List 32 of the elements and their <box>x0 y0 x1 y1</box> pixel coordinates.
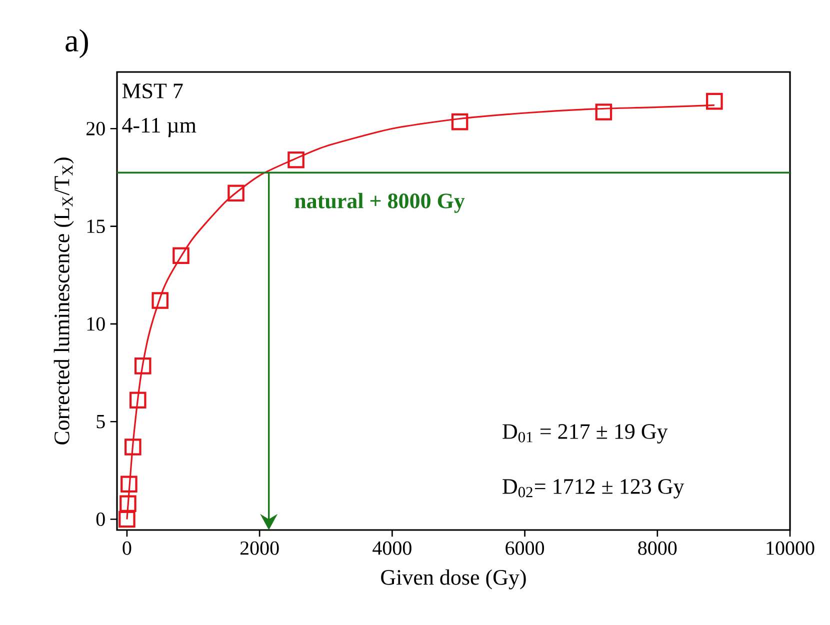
point <box>118 510 136 528</box>
annotation: MST 7 <box>122 84 183 98</box>
x-tick-label: 4000 <box>372 541 412 555</box>
point <box>129 392 146 409</box>
text: a) <box>66 29 88 58</box>
point <box>124 438 142 456</box>
annotation: 4-11 µm <box>122 118 196 138</box>
annotation: D$_{01}$ = 217 ± 19 Gy <box>502 424 668 444</box>
point <box>120 476 138 493</box>
annotation: D$_{02}$= 1712 ± 123 Gy <box>502 479 684 498</box>
point <box>152 292 169 309</box>
point <box>706 92 723 110</box>
y-tick-label: 20 <box>86 122 105 136</box>
x-tick-label: 6000 <box>506 541 544 555</box>
point <box>120 495 136 512</box>
y-tick-label: 5 <box>96 414 105 428</box>
point <box>288 151 304 168</box>
y-axis-title: Corrected luminescence (L$_{X}$/T$_{X}$) <box>54 158 74 444</box>
point <box>451 113 468 130</box>
x-axis-title: Given dose (Gy) <box>381 569 526 590</box>
point <box>134 358 152 374</box>
ref-line-label: natural + 8000 Gy <box>294 192 465 213</box>
point <box>595 104 612 120</box>
x-tick-label: 0 <box>122 541 132 555</box>
y-tick-label: 15 <box>87 220 105 233</box>
x-tick-label: 2000 <box>240 541 279 555</box>
x-tick-label: 8000 <box>638 541 677 555</box>
point <box>228 184 244 202</box>
x-tick-label: 10000 <box>766 541 814 555</box>
y-tick-label: 10 <box>87 317 105 331</box>
point <box>172 247 190 264</box>
y-tick-label: 0 <box>96 512 105 526</box>
